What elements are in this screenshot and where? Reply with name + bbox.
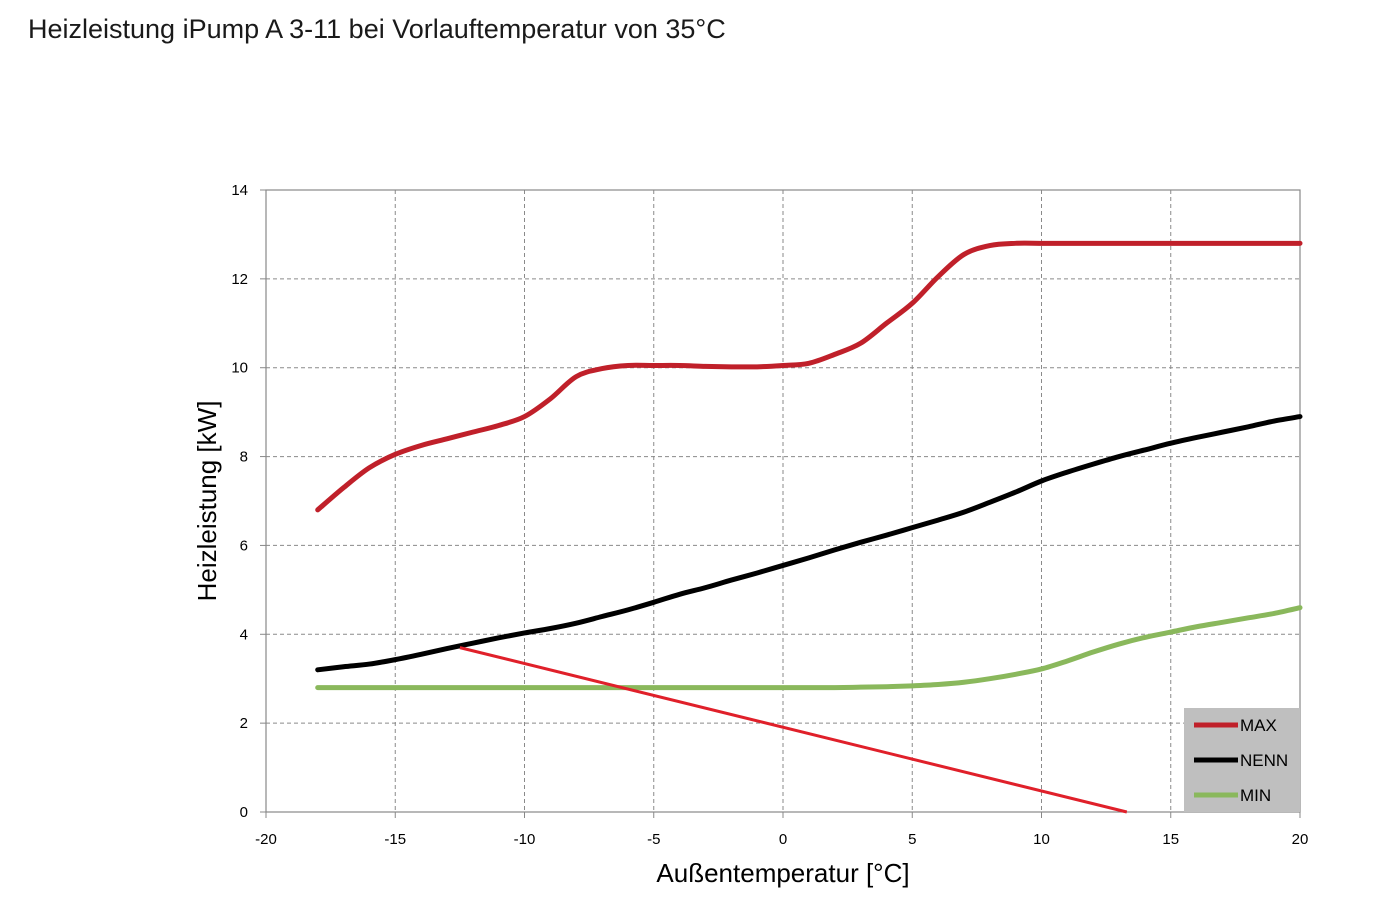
series-line-nenn <box>315 414 1303 673</box>
x-tick-label: 15 <box>1162 831 1179 848</box>
y-ticks: 0 2 4 6 8 10 12 14 <box>231 182 266 821</box>
x-axis-label: Außentemperatur [°C] <box>656 858 909 888</box>
series-group <box>315 240 1303 691</box>
legend-label-min: MIN <box>1240 786 1271 805</box>
x-tick-label: -10 <box>514 831 536 848</box>
legend-label-nenn: NENN <box>1240 751 1288 770</box>
legend: MAX NENN MIN <box>1184 708 1300 812</box>
annotation-group <box>459 646 1128 814</box>
series-line-max <box>315 240 1303 513</box>
legend-label-max: MAX <box>1240 716 1277 735</box>
page-title: Heizleistung iPump A 3-11 bei Vorlauftem… <box>28 14 726 44</box>
y-tick-label: 6 <box>240 537 248 554</box>
x-tick-label: 10 <box>1033 831 1050 848</box>
annotation-line <box>459 646 1128 814</box>
x-tick-label: -5 <box>647 831 660 848</box>
x-tick-label: 0 <box>779 831 787 848</box>
y-tick-label: 4 <box>240 626 248 643</box>
y-tick-label: 10 <box>231 360 248 377</box>
series-line-min <box>315 605 1303 691</box>
y-tick-label: 14 <box>231 182 248 199</box>
x-tick-label: 20 <box>1292 831 1309 848</box>
x-tick-label: -15 <box>384 831 406 848</box>
x-tick-label: 5 <box>908 831 916 848</box>
y-tick-label: 8 <box>240 449 248 466</box>
y-tick-label: 12 <box>231 271 248 288</box>
x-ticks: -20 -15 -10 -5 0 5 10 15 20 <box>255 812 1308 848</box>
y-axis-label: Heizleistung [kW] <box>192 401 222 602</box>
x-tick-label: -20 <box>255 831 277 848</box>
chart-grid <box>266 190 1300 812</box>
y-tick-label: 2 <box>240 715 248 732</box>
y-tick-label: 0 <box>240 804 248 821</box>
